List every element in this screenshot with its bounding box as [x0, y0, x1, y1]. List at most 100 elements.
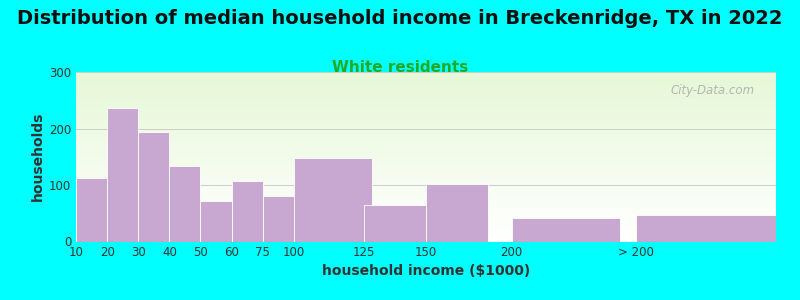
Bar — [76, 188, 776, 189]
Bar — [76, 117, 776, 118]
Bar — [511, 218, 621, 242]
Bar — [76, 165, 776, 166]
Bar — [76, 98, 776, 99]
Bar — [76, 104, 776, 105]
Bar — [76, 83, 776, 84]
Bar — [76, 93, 776, 94]
Bar — [231, 181, 262, 242]
Bar — [76, 110, 776, 111]
Bar — [76, 162, 776, 163]
Bar — [76, 194, 776, 195]
Text: Distribution of median household income in Breckenridge, TX in 2022: Distribution of median household income … — [18, 9, 782, 28]
Bar — [76, 219, 776, 220]
Bar — [76, 102, 776, 103]
Bar — [294, 158, 371, 242]
Text: White residents: White residents — [332, 60, 468, 75]
Bar — [76, 147, 776, 148]
Bar — [76, 132, 776, 133]
Bar — [76, 169, 776, 170]
Bar — [76, 115, 776, 116]
Bar — [76, 169, 776, 170]
Bar — [76, 81, 776, 82]
Bar — [76, 118, 776, 119]
Bar — [76, 73, 776, 74]
Bar — [76, 154, 776, 155]
Bar — [636, 215, 776, 242]
Bar — [76, 143, 776, 144]
Bar — [76, 149, 776, 150]
Bar — [76, 139, 776, 140]
Bar — [76, 232, 776, 233]
Bar — [76, 125, 776, 126]
Bar — [76, 94, 776, 95]
Bar — [76, 105, 776, 106]
X-axis label: household income ($1000): household income ($1000) — [322, 263, 530, 278]
Bar — [76, 144, 776, 145]
Bar — [76, 221, 776, 222]
Bar — [76, 99, 776, 100]
Bar — [76, 181, 776, 182]
Bar — [76, 86, 776, 87]
Bar — [76, 79, 776, 80]
Bar — [76, 174, 776, 175]
Bar — [76, 90, 776, 91]
Text: City-Data.com: City-Data.com — [671, 84, 755, 97]
Bar — [76, 179, 776, 180]
Bar — [76, 134, 776, 135]
Bar — [76, 163, 776, 164]
Bar — [76, 135, 776, 136]
Bar — [76, 88, 776, 89]
Bar — [76, 155, 776, 156]
Bar — [76, 142, 776, 143]
Bar — [76, 164, 776, 165]
Bar — [76, 214, 776, 215]
Bar — [76, 183, 776, 184]
Bar — [76, 185, 776, 186]
Bar — [76, 101, 776, 102]
Bar — [76, 178, 107, 242]
Bar — [76, 172, 776, 173]
Bar — [76, 198, 776, 199]
Bar — [76, 159, 776, 160]
Bar — [76, 138, 776, 139]
Bar — [76, 167, 776, 168]
Bar — [76, 113, 776, 114]
Bar — [76, 215, 776, 216]
Bar — [76, 218, 776, 219]
Bar — [76, 177, 776, 178]
Bar — [76, 237, 776, 238]
Bar — [76, 121, 776, 122]
Bar — [76, 136, 776, 137]
Bar — [76, 204, 776, 205]
Bar — [76, 168, 776, 169]
Bar — [76, 157, 776, 158]
Bar — [76, 123, 776, 124]
Bar — [76, 184, 776, 185]
Bar — [76, 89, 776, 90]
Bar — [76, 224, 776, 225]
Bar — [76, 208, 776, 209]
Bar — [76, 148, 776, 149]
Bar — [76, 195, 776, 196]
Bar — [76, 103, 776, 104]
Y-axis label: households: households — [30, 112, 45, 201]
Bar — [76, 85, 776, 86]
Bar — [76, 238, 776, 239]
Bar — [76, 197, 776, 198]
Bar — [76, 196, 776, 197]
Bar — [76, 166, 776, 167]
Bar — [76, 106, 776, 107]
Bar — [76, 187, 776, 188]
Bar — [76, 180, 776, 181]
Bar — [76, 153, 776, 154]
Bar — [76, 122, 776, 123]
Bar — [76, 100, 776, 101]
Bar — [76, 119, 776, 120]
Bar — [76, 190, 776, 191]
Bar — [76, 74, 776, 75]
Bar — [76, 199, 776, 200]
Bar — [76, 216, 776, 217]
Bar — [76, 150, 776, 151]
Bar — [76, 231, 776, 232]
Bar — [76, 191, 776, 192]
